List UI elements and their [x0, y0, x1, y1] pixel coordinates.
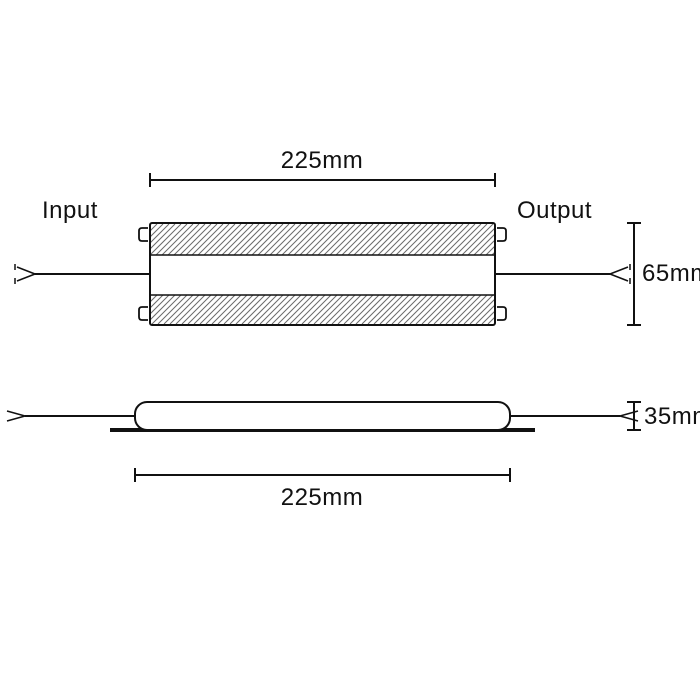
dimension-label-width-side: 225mm [281, 484, 364, 511]
wire-tail [610, 274, 628, 281]
wire-tail [7, 416, 25, 421]
mount-tab [497, 228, 506, 241]
wire-tail [620, 416, 638, 421]
wire-tail [7, 411, 25, 416]
label-output: Output [517, 197, 592, 224]
mount-tab [139, 228, 148, 241]
wire-tail [17, 274, 35, 281]
device-body-side [135, 402, 510, 430]
label-input: Input [42, 197, 98, 224]
wire-tail [17, 267, 35, 274]
dimension-label-width-front: 225mm [281, 147, 364, 174]
wire-tail [610, 267, 628, 274]
mount-tab [139, 307, 148, 320]
dimension-label-height-side: 35mm [644, 403, 700, 430]
dimension-label-height-front: 65mm [642, 260, 700, 287]
mount-tab [497, 307, 506, 320]
wire-tail [620, 411, 638, 416]
